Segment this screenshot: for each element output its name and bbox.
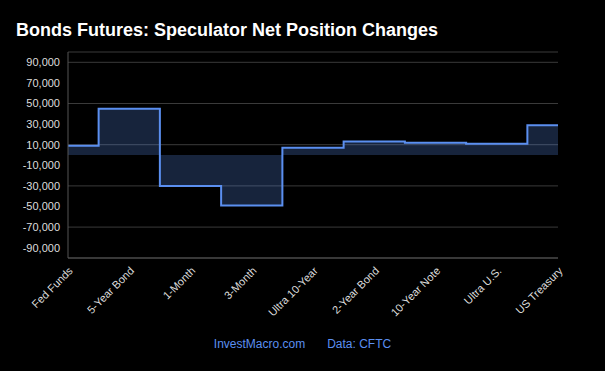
html-text:InvestMacro.com: InvestMacro.com — [213, 337, 306, 351]
svg-text:3-Month: 3-Month — [222, 264, 259, 301]
html-text:Data: CFTC: Data: CFTC — [327, 337, 392, 351]
svg-text:-30,000: -30,000 — [23, 180, 60, 192]
svg-text:Fed Funds: Fed Funds — [29, 264, 75, 310]
svg-text:1-Month: 1-Month — [160, 264, 197, 301]
svg-text:10-Year Note: 10-Year Note — [388, 264, 442, 318]
svg-text:-70,000: -70,000 — [23, 221, 60, 233]
svg-text:Ultra U.S.: Ultra U.S. — [461, 264, 503, 306]
html-text:Bonds Futures: Speculator Net: Bonds Futures: Speculator Net Position C… — [16, 20, 438, 40]
svg-text:-90,000: -90,000 — [23, 242, 60, 254]
svg-text:-50,000: -50,000 — [23, 200, 60, 212]
svg-text:90,000: 90,000 — [26, 56, 60, 68]
svg-text:70,000: 70,000 — [26, 77, 60, 89]
svg-text:50,000: 50,000 — [26, 97, 60, 109]
svg-text:US Treasury: US Treasury — [513, 264, 565, 316]
svg-text:-10,000: -10,000 — [23, 159, 60, 171]
svg-text:Ultra 10-Year: Ultra 10-Year — [266, 264, 320, 318]
svg-text:30,000: 30,000 — [26, 118, 60, 130]
svg-text:2-Year Bond: 2-Year Bond — [330, 264, 381, 315]
svg-text:5-Year Bond: 5-Year Bond — [85, 264, 136, 315]
svg-text:10,000: 10,000 — [26, 139, 60, 151]
